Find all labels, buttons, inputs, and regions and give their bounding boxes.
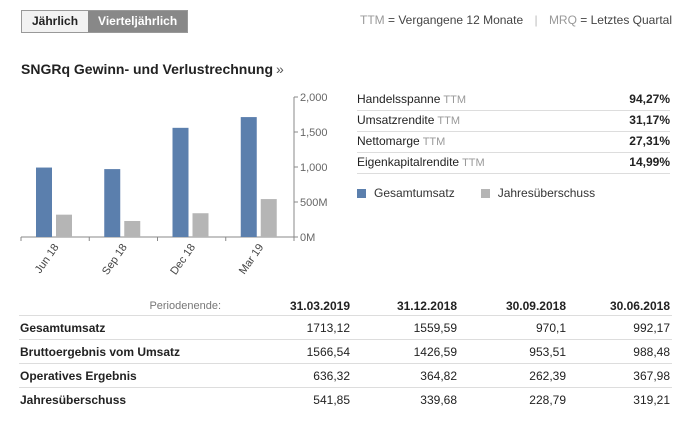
table-cell: 636,32	[239, 363, 352, 388]
ratio-ttm-tag: TTM	[462, 157, 485, 169]
mrq-abbr: MRQ	[548, 13, 577, 27]
table-cell: 228,79	[459, 387, 568, 411]
row-label: Bruttoergebnis vom Umsatz	[19, 339, 239, 364]
table-cell: 1426,59	[352, 339, 459, 364]
ratio-list: Handelsspanne TTM 94,27% Umsatzrendite TTM 31…	[357, 90, 670, 174]
page-title: SNGRq Gewinn- und Verlustrechnung	[21, 61, 274, 77]
net-income-swatch	[480, 188, 490, 198]
x-tick-label: Jun 18	[33, 242, 62, 276]
ratio-label-wrap: Umsatzrendite TTM	[357, 111, 460, 131]
table-cell: 1566,54	[239, 339, 352, 364]
chart-legend: Gesamtumsatz Jahresüberschuss	[357, 186, 621, 200]
ratio-label-wrap: Eigenkapitalrendite TTM	[357, 153, 485, 173]
y-tick-label: 1,500	[300, 127, 328, 139]
table-cell: 319,21	[568, 387, 672, 411]
table-header-row: Periodenende: 31.03.2019 31.12.2018 30.0…	[19, 296, 672, 316]
more-arrow-icon: »	[276, 61, 284, 77]
ratio-label-wrap: Nettomarge TTM	[357, 132, 445, 152]
bar-revenue	[36, 167, 52, 237]
bar-revenue	[104, 169, 121, 237]
ratio-row: Nettomarge TTM 27,31%	[357, 132, 670, 153]
table-cell: 367,98	[568, 363, 672, 388]
table-row: Bruttoergebnis vom Umsatz 1566,54 1426,59 9…	[19, 339, 672, 364]
ratio-row: Eigenkapitalrendite TTM 14,99%	[357, 153, 670, 174]
ratio-value: 27,31%	[629, 134, 670, 148]
ratio-label: Nettomarge	[357, 134, 420, 148]
table-cell: 988,48	[568, 339, 672, 364]
period-end-label: Periodenende:	[149, 299, 221, 312]
column-header: 30.09.2018	[505, 298, 566, 313]
bar-revenue	[172, 127, 189, 237]
legend-divider: |	[534, 13, 538, 27]
x-tick-label: Sep 18	[100, 242, 130, 277]
table-row: Gesamtumsatz 1713,12 1559,59 970,1 992,17	[19, 315, 672, 340]
ratio-ttm-tag: TTM	[443, 94, 467, 106]
period-tabs: Jährlich Vierteljährlich	[21, 10, 189, 33]
ratio-value: 14,99%	[629, 155, 670, 169]
financials-table: Periodenende: 31.03.2019 31.12.2018 30.0…	[19, 296, 672, 411]
bar-net-income	[192, 213, 209, 237]
ratio-ttm-tag: TTM	[422, 136, 446, 148]
table-cell: 953,51	[459, 339, 568, 364]
bar-revenue	[240, 117, 257, 237]
y-tick-label: 1,000	[300, 162, 328, 174]
bar-net-income	[56, 214, 72, 237]
legend-net-income-label: Jahresüberschuss	[497, 186, 596, 200]
y-tick-label: 2,000	[300, 92, 328, 104]
table-cell: 1559,59	[352, 315, 459, 340]
revenue-swatch	[357, 188, 366, 198]
row-label: Gesamtumsatz	[19, 315, 239, 340]
legend-revenue-label: Gesamtumsatz	[374, 186, 455, 200]
row-label: Operatives Ergebnis	[19, 363, 239, 388]
tab-quarterly[interactable]: Vierteljährlich	[88, 11, 188, 32]
income-bar-chart: 0M 500M 1,000 1,500 2,000 Jun 18 Sep 18 Dec 18 M…	[20, 92, 328, 277]
ratio-label: Eigenkapitalrendite	[357, 155, 460, 169]
table-cell: 992,17	[568, 315, 672, 340]
ttm-abbr: TTM	[360, 13, 385, 27]
x-tick-label: Mar 19	[237, 242, 266, 277]
table-cell: 339,68	[352, 387, 459, 411]
ratio-label: Umsatzrendite	[357, 113, 435, 127]
ratio-row: Umsatzrendite TTM 31,17%	[357, 111, 670, 132]
y-tick-label: 0M	[300, 232, 315, 244]
tab-annual[interactable]: Jährlich	[22, 11, 89, 32]
row-label: Jahresüberschuss	[19, 387, 239, 411]
column-header: 31.03.2019	[289, 298, 350, 313]
bar-net-income	[124, 220, 141, 237]
ratio-ttm-tag: TTM	[437, 115, 460, 127]
x-tick-label: Dec 18	[168, 242, 198, 277]
table-cell: 262,39	[459, 363, 568, 388]
ratio-row: Handelsspanne TTM 94,27%	[357, 90, 670, 111]
column-header: 30.06.2018	[609, 298, 670, 313]
legend-item-net-income: Jahresüberschuss	[480, 186, 596, 200]
table-row: Operatives Ergebnis 636,32 364,82 262,39 367…	[19, 363, 672, 388]
ratio-label: Handelsspanne	[357, 92, 441, 106]
ratio-value: 94,27%	[629, 92, 670, 106]
table-row: Jahresüberschuss 541,85 339,68 228,79 319,21	[19, 387, 672, 411]
table-cell: 970,1	[459, 315, 568, 340]
ratio-label-wrap: Handelsspanne TTM	[357, 90, 466, 110]
column-header: 31.12.2018	[396, 298, 457, 313]
ttm-text: = Vergangene 12 Monate	[388, 13, 524, 27]
ratio-value: 31,17%	[629, 113, 670, 127]
legend-item-revenue: Gesamtumsatz	[357, 186, 455, 200]
y-tick-label: 500M	[300, 197, 328, 209]
table-cell: 1713,12	[239, 315, 352, 340]
income-statement-title-link[interactable]: SNGRq Gewinn- und Verlustrechnung»	[21, 61, 284, 77]
mrq-text: = Letztes Quartal	[580, 13, 672, 27]
abbreviation-legend: TTM = Vergangene 12 Monate | MRQ = Letzt…	[360, 13, 672, 27]
bar-net-income	[260, 199, 277, 237]
table-cell: 364,82	[352, 363, 459, 388]
table-cell: 541,85	[239, 387, 352, 411]
